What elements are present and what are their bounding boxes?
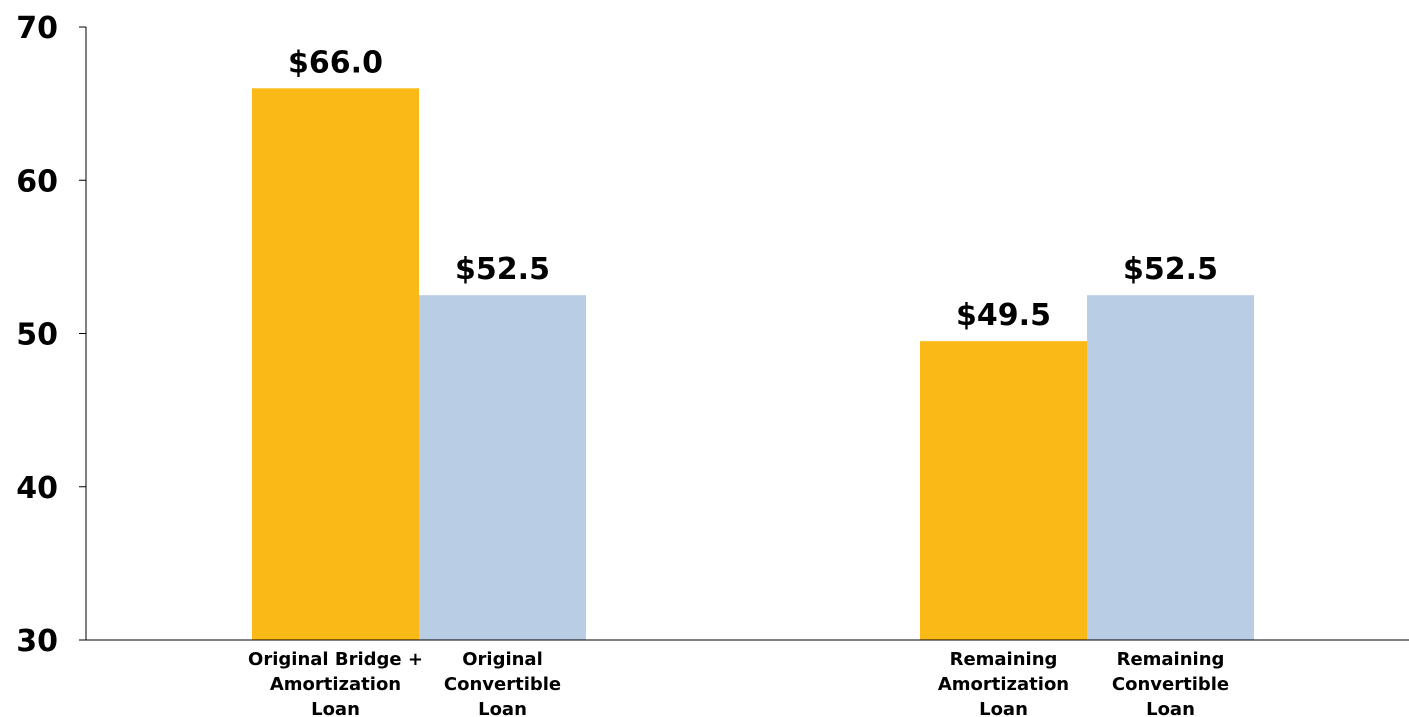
category-label: Loan [478, 699, 527, 717]
bar [920, 341, 1087, 640]
bar [1087, 295, 1254, 640]
category-label: Loan [979, 699, 1028, 717]
data-label: $52.5 [1123, 252, 1218, 287]
y-tick-label: 30 [16, 624, 58, 659]
category-label: Convertible [444, 674, 561, 695]
category-label: Loan [1146, 699, 1195, 717]
x-axis: Original Bridge + Amortization Loan Origina… [86, 639, 1409, 717]
category-label: Original Bridge + [248, 649, 423, 670]
y-axis: 30 40 50 60 70 [16, 11, 87, 659]
category-label: Loan [311, 699, 360, 717]
category-label: Amortization [938, 674, 1069, 695]
bar [419, 295, 586, 640]
data-label: $49.5 [956, 298, 1051, 333]
category-label: Remaining [1117, 649, 1225, 670]
y-tick-label: 50 [16, 318, 58, 353]
category-label: Remaining [950, 649, 1058, 670]
y-tick-label: 40 [16, 471, 58, 506]
category-label: Convertible [1112, 674, 1229, 695]
data-label: $52.5 [455, 252, 550, 287]
category-label: Original [462, 649, 543, 670]
category-label: Amortization [270, 674, 401, 695]
y-tick-label: 60 [16, 164, 58, 199]
data-label: $66.0 [288, 45, 383, 80]
y-tick-label: 70 [16, 11, 58, 46]
bar [252, 88, 419, 641]
bars-group: $66.0 $52.5 $49.5 $52.5 [252, 45, 1254, 641]
